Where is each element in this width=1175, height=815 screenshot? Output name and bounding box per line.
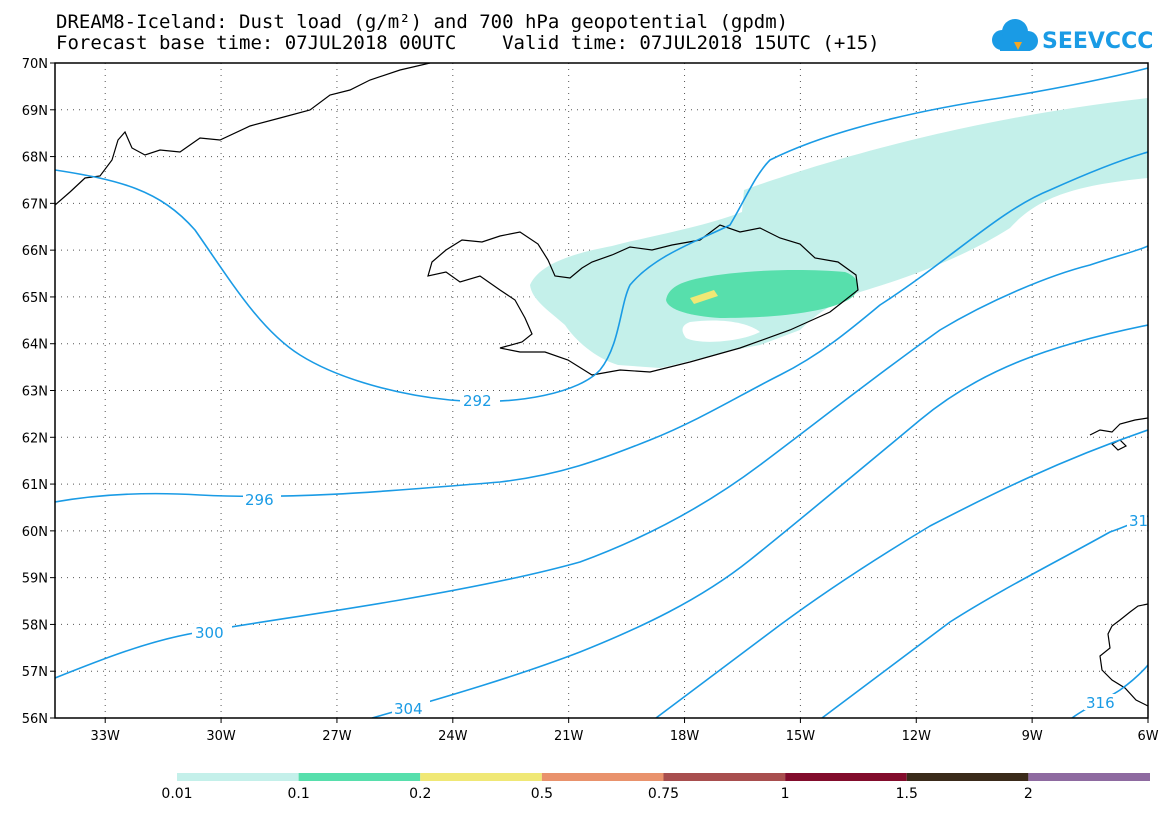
legend-labels: 0.01 0.1 0.2 0.5 0.75 1 1.5 2 bbox=[161, 786, 1032, 802]
contour-292 bbox=[55, 67, 1148, 403]
lon-label: 12W bbox=[902, 729, 932, 744]
lon-label: 15W bbox=[786, 729, 816, 744]
lon-label: 21W bbox=[554, 729, 584, 744]
lat-label: 64N bbox=[22, 338, 48, 353]
forecast-time-line: Forecast base time: 07JUL2018 00UTC Vali… bbox=[56, 32, 880, 54]
legend-color-swatch bbox=[298, 773, 421, 781]
dust-area-high bbox=[690, 290, 718, 304]
lat-label: 66N bbox=[22, 244, 48, 259]
lon-label: 30W bbox=[206, 729, 236, 744]
lat-label: 56N bbox=[22, 712, 48, 727]
legend-label: 2 bbox=[1024, 786, 1033, 802]
contour-label-292: 292 bbox=[463, 392, 492, 410]
dust-area-low bbox=[530, 98, 1148, 368]
contour-312 bbox=[821, 515, 1148, 718]
contour-label-296: 296 bbox=[245, 491, 274, 509]
legend-label: 1.5 bbox=[896, 786, 918, 802]
lat-label: 59N bbox=[22, 572, 48, 587]
lat-label: 62N bbox=[22, 431, 48, 446]
faroe-islands-coastline bbox=[1089, 417, 1148, 451]
legend-color-swatch bbox=[785, 773, 907, 781]
legend-label: 0.2 bbox=[409, 786, 431, 802]
legend-color-swatch bbox=[663, 773, 786, 781]
legend-color-swatch bbox=[1028, 773, 1150, 781]
lat-label: 58N bbox=[22, 618, 48, 633]
lon-label: 9W bbox=[1022, 729, 1043, 744]
dust-free-patch bbox=[682, 320, 760, 342]
legend-label: 0.01 bbox=[161, 786, 192, 802]
contour-label-304: 304 bbox=[394, 700, 423, 718]
contour-296 bbox=[55, 151, 1148, 503]
legend-label: 0.5 bbox=[531, 786, 553, 802]
lat-label: 68N bbox=[22, 151, 48, 166]
legend-color-swatch bbox=[541, 773, 664, 781]
contour-label-300: 300 bbox=[195, 624, 224, 642]
lat-label: 60N bbox=[22, 525, 48, 540]
legend-label: 1 bbox=[781, 786, 790, 802]
scotland-coastline bbox=[1099, 603, 1148, 707]
dust-area-mid bbox=[666, 270, 859, 318]
cloud-logo-icon bbox=[992, 19, 1038, 51]
lat-label: 57N bbox=[22, 665, 48, 680]
longitude-labels: 33W 30W 27W 24W 21W 18W 15W 12W 9W 6W bbox=[91, 718, 1159, 744]
map-title: DREAM8-Iceland: Dust load (g/m²) and 700… bbox=[56, 11, 789, 33]
lat-label: 61N bbox=[22, 478, 48, 493]
dust-shading bbox=[530, 98, 1148, 368]
logo-text: SEEVCCC bbox=[1042, 29, 1153, 54]
lon-label: 33W bbox=[91, 729, 121, 744]
contour-308 bbox=[655, 429, 1148, 718]
coastlines bbox=[55, 63, 1148, 707]
seevccc-logo: SEEVCCC bbox=[992, 19, 1153, 54]
lat-label: 69N bbox=[22, 104, 48, 119]
legend-color-swatch bbox=[906, 773, 1029, 781]
contour-labels: 292 296 300 304 316 31 bbox=[192, 392, 1148, 718]
legend-color-swatch bbox=[177, 773, 299, 781]
legend-color-swatch bbox=[420, 773, 542, 781]
contour-label-316: 316 bbox=[1086, 694, 1115, 712]
lon-label: 27W bbox=[322, 729, 352, 744]
legend-colorbar bbox=[177, 773, 1150, 781]
contour-304 bbox=[371, 324, 1148, 718]
legend-label: 0.1 bbox=[287, 786, 309, 802]
lon-label: 18W bbox=[670, 729, 700, 744]
lon-label: 24W bbox=[438, 729, 468, 744]
latitude-labels: 70N 69N 68N 67N 66N 65N 64N 63N 62N 61N 60N 59N 58N 5… bbox=[22, 57, 55, 727]
legend-label: 0.75 bbox=[648, 786, 679, 802]
lat-label: 67N bbox=[22, 197, 48, 212]
lat-label: 70N bbox=[22, 57, 48, 72]
iceland-coastline bbox=[427, 224, 859, 376]
lat-label: 65N bbox=[22, 291, 48, 306]
lat-label: 63N bbox=[22, 385, 48, 400]
lon-label: 6W bbox=[1137, 729, 1158, 744]
contour-label-312-partial: 31 bbox=[1129, 512, 1148, 530]
greenland-coastline bbox=[55, 63, 431, 206]
